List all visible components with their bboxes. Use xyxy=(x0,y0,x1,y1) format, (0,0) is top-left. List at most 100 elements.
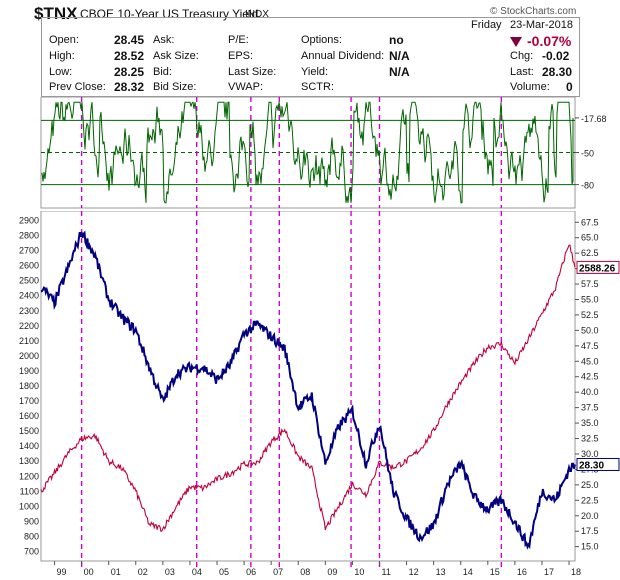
last-value-label: 2588.26 xyxy=(579,263,616,274)
x-tick-label: 04 xyxy=(192,567,202,577)
oscillator-panel: -17.68 -50 -80 xyxy=(40,97,607,209)
options-label: Options: xyxy=(301,34,342,46)
left-y-tick-label: 2200 xyxy=(19,321,39,331)
right-y-tick-label: 65.0 xyxy=(581,233,599,243)
right-y-tick-label: 17.5 xyxy=(581,526,599,536)
left-y-tick-label: 900 xyxy=(24,516,39,526)
series-line-tnx xyxy=(40,230,576,550)
annual-dividend-label: Annual Dividend: xyxy=(301,50,385,62)
quote-header: $TNX CBOE 10-Year US Treasury Yield INDX… xyxy=(0,0,620,100)
x-tick-label: 17 xyxy=(544,567,554,577)
x-tick-label: 00 xyxy=(84,567,94,577)
right-y-tick-label: 32.5 xyxy=(581,434,599,444)
price-panel: 2900 2800 2700 2600 2500 2400 2300 2200 2100 2000… xyxy=(19,211,620,577)
low-value: 28.25 xyxy=(114,65,145,79)
x-tick-label: 11 xyxy=(381,567,390,577)
left-y-tick-label: 2800 xyxy=(19,231,39,241)
last-value-box xyxy=(576,260,620,274)
right-y-tick-label: 40.0 xyxy=(581,387,599,397)
right-y-tick-label: 62.5 xyxy=(581,248,599,258)
exchange-label: INDX xyxy=(245,9,269,20)
left-y-tick-label: 1100 xyxy=(20,486,39,496)
volume-value: 0 xyxy=(566,80,573,94)
pe-label: P/E: xyxy=(228,34,249,46)
volume-label: Volume: xyxy=(510,81,550,93)
left-y-tick-label: 2600 xyxy=(19,261,39,271)
vwap-label: VWAP: xyxy=(228,81,264,93)
left-y-tick-label: 1600 xyxy=(19,411,39,421)
last-size-label: Last Size: xyxy=(228,66,277,78)
price-frame xyxy=(40,211,576,562)
yield-label: Yield: xyxy=(301,66,329,78)
yield-value: N/A xyxy=(389,65,410,79)
day-label: Friday xyxy=(471,19,502,31)
brand-watermark: © StockCharts.com xyxy=(490,6,577,17)
right-y-tick-label: 52.5 xyxy=(581,310,599,320)
low-label: Low: xyxy=(49,66,73,78)
last-value-box xyxy=(576,457,620,471)
ask-size-label: Ask Size: xyxy=(153,50,199,62)
right-y-tick-label: 15.0 xyxy=(581,542,599,552)
date-label: 23-Mar-2018 xyxy=(510,19,573,31)
open-value: 28.45 xyxy=(114,33,145,47)
right-y-tick-label: 55.0 xyxy=(581,295,599,305)
x-tick-label: 07 xyxy=(273,567,283,577)
left-y-tick-label: 2000 xyxy=(19,351,39,361)
right-y-tick-label: 57.5 xyxy=(581,279,599,289)
left-y-tick-label: 1200 xyxy=(19,471,39,481)
eps-label: EPS: xyxy=(228,50,254,62)
right-y-tick-label: 20.0 xyxy=(581,511,599,521)
right-y-tick-label: 37.5 xyxy=(581,403,599,413)
last-label: Last: xyxy=(510,66,534,78)
sctr-label: SCTR: xyxy=(301,81,334,93)
right-y-tick-label: 35.0 xyxy=(581,418,599,428)
left-y-tick-label: 2700 xyxy=(19,246,39,256)
x-tick-label: 13 xyxy=(436,567,446,577)
x-tick-label: 18 xyxy=(571,567,581,577)
oscillator-y-tick-label: -17.68 xyxy=(581,114,607,124)
chg-label: Chg: xyxy=(510,50,534,62)
x-tick-label: 03 xyxy=(165,567,175,577)
left-y-tick-label: 2500 xyxy=(19,276,39,286)
open-label: Open: xyxy=(49,34,79,46)
left-y-tick-label: 800 xyxy=(24,531,39,541)
right-y-tick-label: 50.0 xyxy=(581,325,599,335)
bid-label: Bid: xyxy=(153,66,172,78)
right-y-tick-label: 45.0 xyxy=(581,356,599,366)
down-arrow-icon xyxy=(510,37,522,47)
left-y-tick-label: 2300 xyxy=(19,306,39,316)
x-tick-label: 08 xyxy=(300,567,310,577)
right-y-tick-label: 30.0 xyxy=(581,449,599,459)
last-value-label: 28.30 xyxy=(579,460,604,471)
left-y-tick-label: 1000 xyxy=(19,501,39,511)
left-y-tick-label: 2400 xyxy=(19,291,39,301)
left-y-tick-label: 1700 xyxy=(19,396,39,406)
right-y-tick-label: 47.5 xyxy=(581,341,599,351)
oscillator-line xyxy=(41,101,574,204)
prev-close-value: 28.32 xyxy=(114,80,145,94)
right-y-tick-label: 42.5 xyxy=(581,372,599,382)
left-y-tick-label: 2100 xyxy=(19,336,39,346)
x-tick-label: 12 xyxy=(409,567,419,577)
options-value: no xyxy=(389,33,404,47)
high-value: 28.52 xyxy=(114,49,145,63)
change-percent: -0.07% xyxy=(527,33,572,49)
right-y-tick-label: 22.5 xyxy=(581,495,599,505)
annual-dividend-value: N/A xyxy=(389,49,410,63)
left-y-tick-label: 1500 xyxy=(19,426,39,436)
chg-value: -0.02 xyxy=(542,49,570,63)
x-tick-label: 06 xyxy=(246,567,256,577)
x-tick-label: 09 xyxy=(327,567,337,577)
oscillator-y-tick-label: -80 xyxy=(581,181,594,191)
x-tick-label: 01 xyxy=(111,567,121,577)
ticker-symbol: $TNX xyxy=(34,4,78,23)
x-tick-label: 10 xyxy=(354,567,364,577)
oscillator-y-tick-label: -50 xyxy=(581,149,594,159)
left-y-tick-label: 2900 xyxy=(19,216,39,226)
left-y-tick-label: 1900 xyxy=(19,366,39,376)
right-y-tick-label: 25.0 xyxy=(581,480,599,490)
right-y-tick-label: 67.5 xyxy=(581,217,599,227)
x-tick-label: 02 xyxy=(138,567,148,577)
prev-close-label: Prev Close: xyxy=(49,81,106,93)
x-tick-label: 16 xyxy=(517,567,527,577)
